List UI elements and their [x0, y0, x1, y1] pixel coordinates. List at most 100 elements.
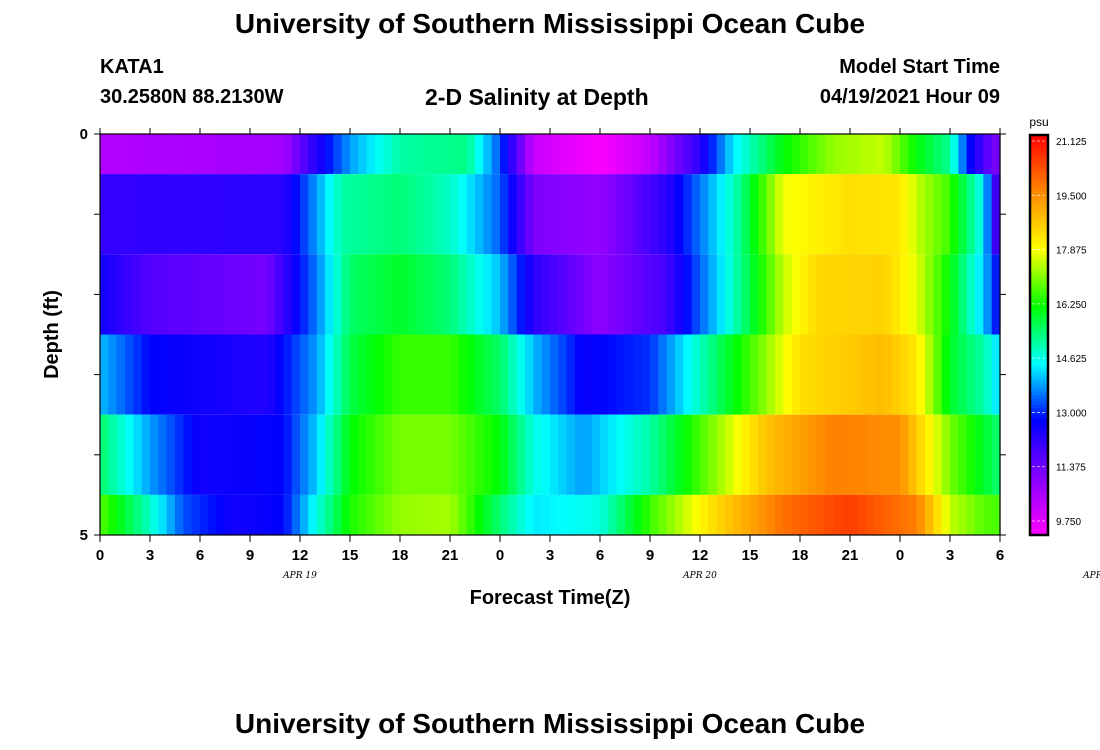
heatmap-cell: [425, 254, 434, 335]
x-tick-label: 6: [196, 547, 204, 564]
heatmap-cell: [758, 414, 768, 495]
heatmap-cell: [941, 254, 951, 335]
heatmap-cell: [741, 494, 751, 535]
heatmap-cell: [850, 414, 859, 495]
heatmap-cell: [700, 414, 709, 495]
heatmap-cell: [608, 134, 618, 175]
heatmap-cell: [666, 134, 676, 175]
heatmap-cell: [300, 334, 309, 415]
heatmap-cell: [675, 414, 684, 495]
heatmap-cell: [750, 494, 759, 535]
heatmap-cell: [900, 334, 909, 415]
heatmap-cell: [900, 414, 909, 495]
heatmap-cell: [800, 414, 809, 495]
colorbar-segment: [1030, 211, 1048, 216]
heatmap-cell: [116, 414, 126, 495]
heatmap-cell: [141, 174, 151, 255]
heatmap-cell: [158, 174, 168, 255]
heatmap-cell: [808, 134, 818, 175]
heatmap-cell: [200, 334, 209, 415]
heatmap-cell: [333, 254, 343, 335]
heatmap-cell: [550, 134, 559, 175]
heatmap-cell: [275, 174, 284, 255]
heatmap-cell: [316, 134, 326, 175]
x-tick-label: 15: [342, 547, 359, 564]
heatmap-cell: [625, 174, 634, 255]
colorbar-segment: [1030, 355, 1048, 359]
heatmap-cell: [666, 414, 676, 495]
heatmap-cell: [366, 134, 376, 175]
heatmap-cell: [316, 334, 326, 415]
colorbar-segment: [1030, 281, 1048, 286]
heatmap-cell: [716, 254, 726, 335]
colorbar-segment: [1030, 391, 1048, 396]
heatmap-cell: [541, 134, 551, 175]
heatmap-cell: [816, 334, 826, 415]
heatmap-cell: [933, 254, 943, 335]
heatmap-cell: [741, 134, 751, 175]
heatmap-cell: [116, 174, 126, 255]
colorbar-segment: [1030, 518, 1048, 523]
colorbar-segment: [1030, 181, 1048, 186]
heatmap-cell: [366, 494, 376, 535]
heatmap-cell: [208, 174, 218, 255]
colorbar-segment: [1030, 441, 1048, 446]
heatmap-cell: [991, 174, 1001, 255]
heatmap-cell: [341, 254, 351, 335]
heatmap-cell: [258, 494, 268, 535]
heatmap-cell: [683, 494, 693, 535]
heatmap-cell: [700, 174, 709, 255]
heatmap-cell: [316, 254, 326, 335]
heatmap-cell: [708, 174, 718, 255]
colorbar-segment: [1030, 531, 1048, 536]
colorbar-segment: [1030, 215, 1048, 219]
heatmap-cell: [608, 414, 618, 495]
heatmap-cell: [758, 254, 768, 335]
heatmap-cell: [133, 254, 143, 335]
heatmap-cell: [400, 174, 409, 255]
heatmap-cell: [808, 494, 818, 535]
heatmap-cell: [641, 414, 651, 495]
heatmap-cell: [658, 254, 668, 335]
heatmap-cell: [916, 334, 926, 415]
heatmap-cell: [150, 414, 159, 495]
heatmap-cell: [166, 134, 176, 175]
heatmap-cell: [558, 254, 568, 335]
heatmap-cell: [283, 334, 293, 415]
heatmap-cell: [950, 334, 959, 415]
colorbar-segment: [1030, 185, 1048, 189]
heatmap-cell: [333, 174, 343, 255]
heatmap-cell: [933, 494, 943, 535]
heatmap-cell: [625, 254, 634, 335]
colorbar-segment: [1030, 318, 1048, 323]
heatmap-cell: [375, 174, 384, 255]
heatmap-cell: [350, 414, 359, 495]
colorbar-segment: [1030, 305, 1048, 309]
heatmap-cell: [291, 414, 301, 495]
colorbar-segment: [1030, 345, 1048, 349]
heatmap-cell: [500, 174, 509, 255]
heatmap-cell: [350, 134, 359, 175]
heatmap-cell: [258, 334, 268, 415]
heatmap-cell: [408, 134, 418, 175]
heatmap-cell: [350, 174, 359, 255]
heatmap-cell: [775, 494, 784, 535]
heatmap-cell: [516, 334, 526, 415]
heatmap-cell: [458, 174, 468, 255]
heatmap-cell: [433, 414, 443, 495]
heatmap-cell: [550, 494, 559, 535]
heatmap-cell: [691, 334, 701, 415]
heatmap-cell: [925, 134, 934, 175]
heatmap-cell: [258, 174, 268, 255]
heatmap-cell: [658, 494, 668, 535]
heatmap-cell: [750, 334, 759, 415]
heatmap-cell: [483, 254, 493, 335]
heatmap-cell: [833, 494, 843, 535]
heatmap-cell: [875, 134, 884, 175]
heatmap-cell: [958, 414, 968, 495]
colorbar-segment: [1030, 481, 1048, 486]
heatmap-cell: [316, 174, 326, 255]
colorbar-segment: [1030, 431, 1048, 436]
heatmap-cell: [358, 334, 368, 415]
heatmap-cell: [975, 414, 984, 495]
